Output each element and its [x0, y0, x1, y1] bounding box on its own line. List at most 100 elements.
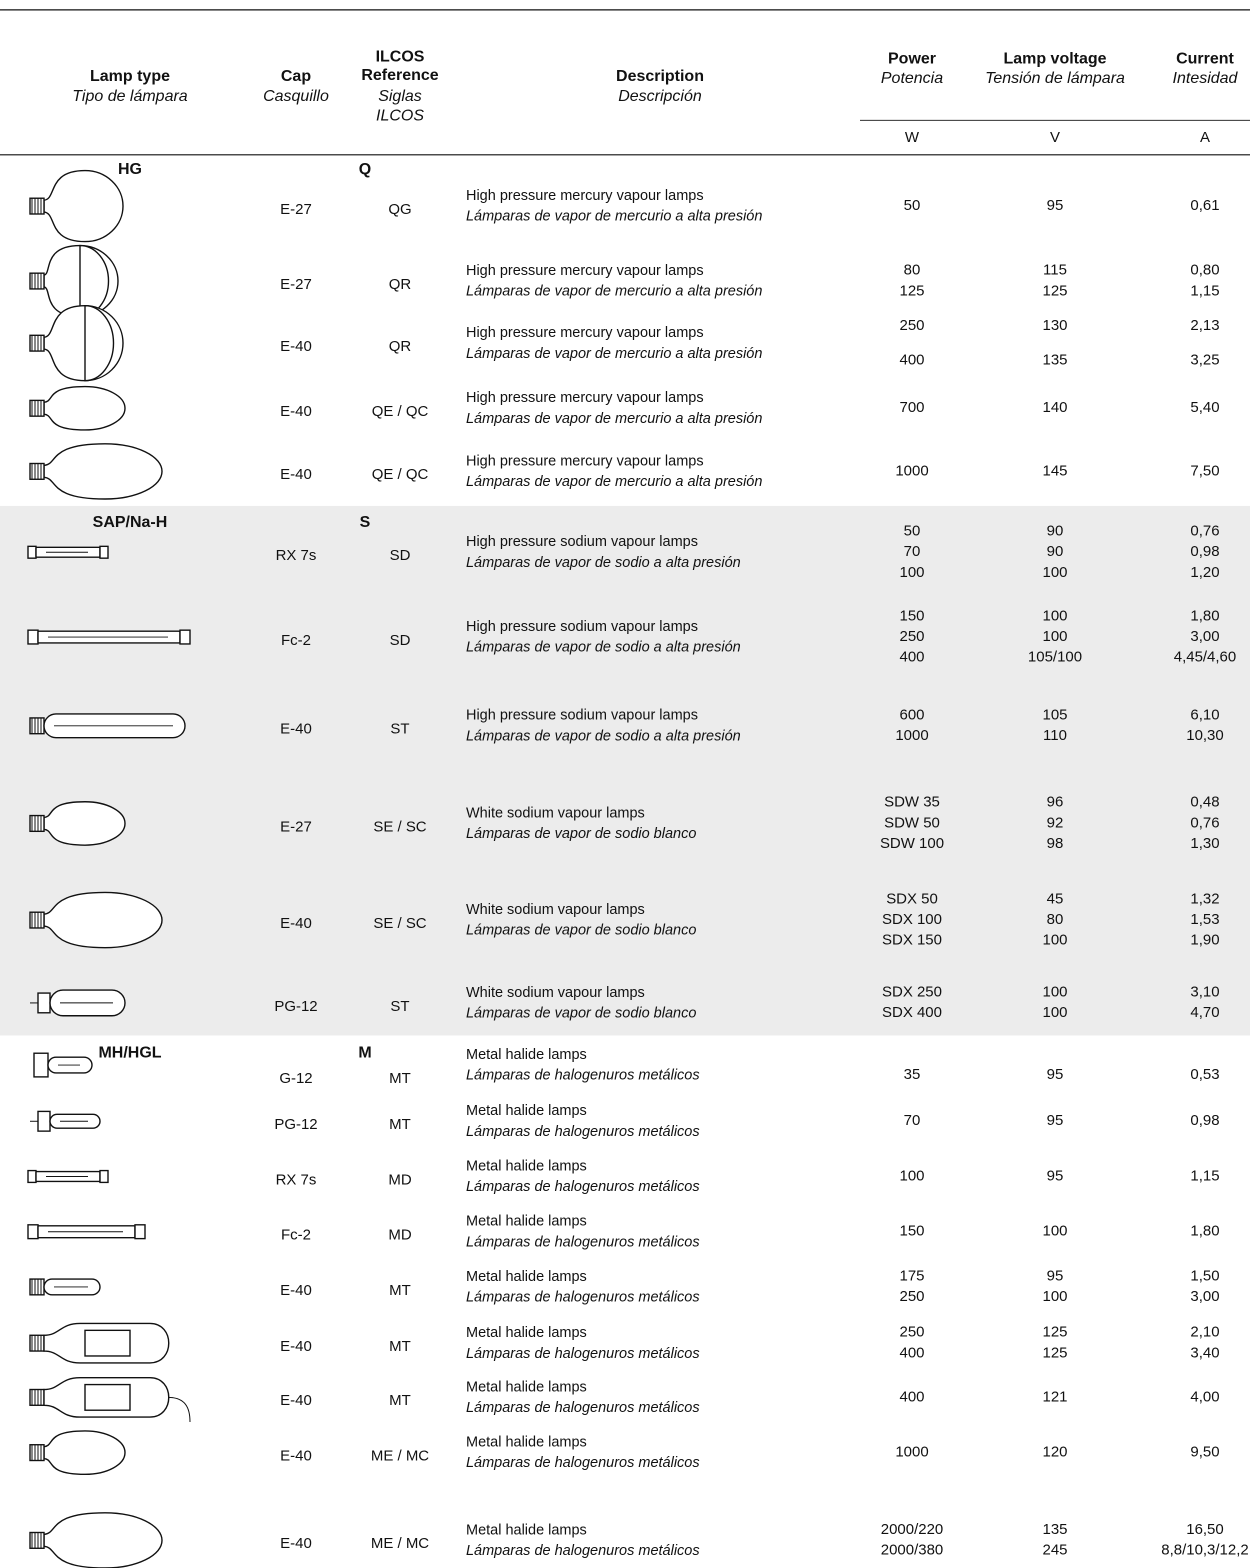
current-value: 3,10 — [1190, 985, 1219, 1001]
lamp-wire — [167, 1396, 191, 1423]
description-en: High pressure mercury vapour lamps — [466, 188, 704, 204]
voltage-value: 135 — [1042, 352, 1067, 368]
lamp-icon — [30, 989, 126, 1017]
current-value: 3,40 — [1190, 1346, 1219, 1362]
power-value: 2000/380 — [881, 1543, 943, 1559]
lamp-icon — [29, 713, 186, 739]
current-value: 4,70 — [1190, 1005, 1219, 1021]
cap: E-40 — [280, 339, 312, 355]
voltage-value: 115 — [1043, 263, 1067, 279]
power-value: 250 — [899, 1289, 924, 1305]
current-value: 8,8/10,3/12,2 — [1161, 1543, 1248, 1559]
current-value: 0,76 — [1190, 815, 1219, 831]
lamp-icon — [29, 305, 124, 382]
voltage-value: 98 — [1047, 836, 1064, 852]
voltage-value: 135 — [1042, 1522, 1067, 1538]
current-value: 0,48 — [1190, 795, 1219, 811]
current-value: 0,61 — [1190, 198, 1219, 214]
ilcos: ME / MC — [371, 1449, 430, 1465]
power-value: 70 — [904, 544, 921, 560]
lamp-end — [99, 545, 109, 559]
power-value: 125 — [899, 283, 924, 299]
description-es: Lámparas de vapor de sodio blanco — [466, 1006, 696, 1022]
description-en: Metal halide lamps — [466, 1435, 587, 1451]
ilcos: QR — [389, 277, 412, 293]
voltage-value: 140 — [1042, 400, 1067, 416]
voltage-value: 96 — [1047, 795, 1064, 811]
current-value: 1,20 — [1190, 565, 1219, 581]
lamp-icon — [29, 169, 124, 243]
description-en: Metal halide lamps — [466, 1379, 587, 1395]
power-value: 50 — [904, 198, 921, 214]
description-en: High pressure sodium vapour lamps — [466, 619, 698, 635]
cap: E-40 — [280, 1283, 312, 1299]
description-es: Lámparas de vapor de sodio blanco — [466, 923, 696, 939]
header: Lamp type — [90, 68, 170, 85]
voltage-value: 80 — [1047, 912, 1064, 928]
power-value: SDW 100 — [880, 836, 944, 852]
power-value: 250 — [899, 318, 924, 334]
group-label: MH/HGL — [98, 1044, 161, 1061]
description-es: Lámparas de halogenuros metálicos — [466, 1455, 700, 1471]
lamp-end — [27, 545, 37, 559]
power-value: SDX 250 — [882, 985, 942, 1001]
voltage-value: 100 — [1042, 985, 1067, 1001]
lamp-icon — [29, 1512, 163, 1568]
voltage-value: 125 — [1042, 283, 1067, 299]
header: Lamp voltage — [1003, 50, 1106, 67]
voltage-value: 110 — [1043, 728, 1067, 744]
lamp-bulb — [43, 801, 126, 846]
power-value: 150 — [899, 1224, 924, 1240]
cap: RX 7s — [276, 1172, 317, 1188]
power-value: SDX 150 — [882, 933, 942, 949]
power-value: 35 — [904, 1067, 921, 1083]
ilcos: MD — [388, 1228, 412, 1244]
ilcos: MT — [389, 1339, 411, 1355]
voltage-value: 100 — [1042, 933, 1067, 949]
lamp-icon — [27, 1169, 109, 1184]
group-label: SAP/Na-H — [93, 514, 168, 531]
power-value: 70 — [904, 1113, 921, 1129]
description-en: High pressure sodium vapour lamps — [466, 534, 698, 550]
current-value: 10,30 — [1186, 728, 1223, 744]
lamp-icon — [29, 244, 119, 318]
lamp-end — [179, 629, 191, 645]
description-en: Metal halide lamps — [466, 1522, 587, 1538]
description-es: Lámparas de vapor de sodio a alta presió… — [466, 729, 741, 745]
header: Cap — [281, 68, 312, 85]
description-en: High pressure mercury vapour lamps — [466, 453, 704, 469]
description-es: Lámparas de halogenuros metálicos — [466, 1124, 700, 1140]
ilcos: MD — [388, 1172, 412, 1188]
description-es: Lámparas de vapor de mercurio a alta pre… — [466, 346, 762, 362]
unit: V — [1050, 130, 1060, 146]
lamp-bulb — [43, 1430, 126, 1476]
lamp-bulb — [43, 443, 163, 500]
cap: PG-12 — [274, 999, 317, 1015]
description-es: Lámparas de vapor de sodio a alta presió… — [466, 555, 741, 571]
power-value: 400 — [899, 1389, 924, 1405]
description-es: Lámparas de halogenuros metálicos — [466, 1068, 700, 1084]
voltage-value: 121 — [1042, 1389, 1067, 1405]
voltage-value: 100 — [1042, 565, 1067, 581]
current-value: 16,50 — [1186, 1522, 1223, 1538]
lamp-icon — [27, 545, 109, 559]
current-value: 1,30 — [1190, 836, 1219, 852]
lamp-cap — [37, 1110, 51, 1132]
power-value: 250 — [899, 1325, 924, 1341]
voltage-value: 92 — [1047, 815, 1064, 831]
description-es: Lámparas de vapor de mercurio a alta pre… — [466, 284, 762, 300]
ilcos: MT — [389, 1283, 411, 1299]
lamp-bulb — [43, 169, 124, 243]
current-value: 3,00 — [1190, 1289, 1219, 1305]
voltage-value: 105 — [1042, 707, 1067, 723]
ilcos: MT — [389, 1071, 411, 1087]
lamp-icon — [30, 1110, 101, 1132]
cap: E-40 — [280, 1536, 312, 1552]
power-value: 175 — [899, 1269, 924, 1285]
lamp-icon — [29, 1376, 191, 1423]
cap: Fc-2 — [281, 1228, 311, 1244]
description-en: Metal halide lamps — [466, 1158, 587, 1174]
voltage-value: 95 — [1047, 1269, 1064, 1285]
cap: PG-12 — [274, 1117, 317, 1133]
